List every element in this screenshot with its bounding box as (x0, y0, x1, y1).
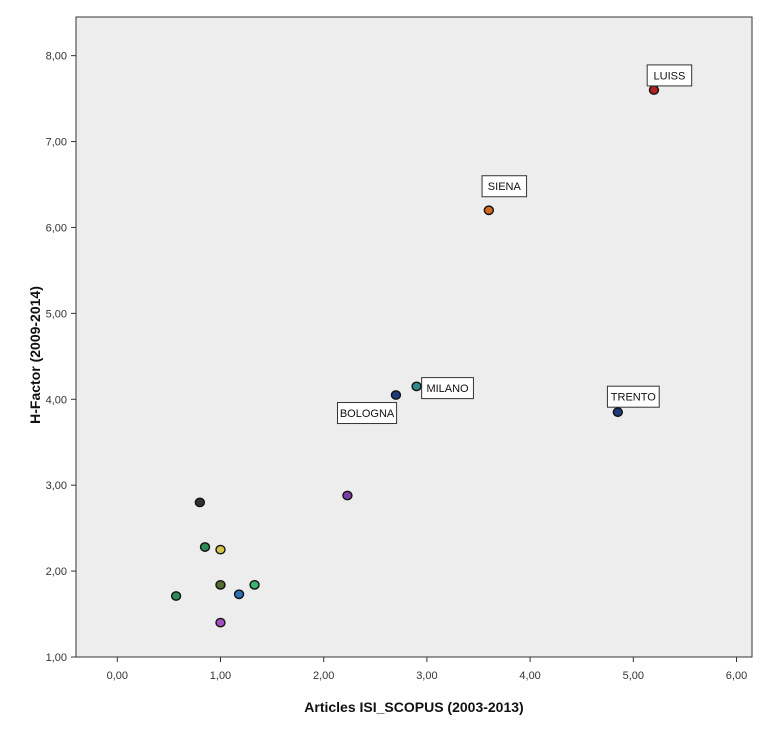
x-tick-label: 3,00 (416, 670, 437, 682)
annotation-bologna: BOLOGNA (336, 402, 398, 425)
data-points (170, 85, 660, 628)
y-tick-label: 3,00 (46, 480, 67, 492)
y-axis-title: H-Factor (2009-2014) (27, 286, 43, 424)
data-point-siena (483, 205, 495, 216)
data-point-luiss (648, 85, 660, 95)
annotation-trento: TRENTO (606, 385, 660, 408)
data-point (342, 490, 353, 501)
annotation-milano: MILANO (421, 377, 474, 400)
annotation-box (336, 402, 398, 425)
data-point (215, 579, 226, 590)
annotation-box (481, 175, 528, 198)
point-annotations: LUISS SIENA MILANO BOLOGNA TRENTO (336, 64, 693, 425)
annotation-box (646, 64, 693, 87)
data-point (233, 589, 245, 600)
annotation-text: SIENA (488, 181, 522, 193)
plot-area (75, 16, 753, 658)
y-tick-label: 1,00 (46, 652, 67, 664)
x-axis-title: Articles ISI_SCOPUS (2003-2013) (304, 699, 523, 715)
annotation-text: BOLOGNA (340, 408, 395, 420)
axis-ticks: 0,00 1,00 2,00 3,00 4,00 5,00 6,00 1,00 2,00 3,00… (46, 51, 748, 682)
data-point (215, 617, 226, 628)
data-point-trento (612, 407, 624, 418)
data-point (194, 497, 206, 508)
annotation-text: LUISS (654, 70, 686, 82)
y-tick-label: 6,00 (46, 222, 67, 234)
y-tick-label: 4,00 (46, 394, 67, 406)
annotation-box (421, 377, 474, 400)
data-point (215, 544, 226, 555)
x-tick-label: 6,00 (726, 670, 747, 682)
data-point-milano (411, 381, 422, 392)
x-tick-label: 1,00 (210, 670, 231, 682)
annotation-text: TRENTO (611, 392, 656, 404)
x-tick-label: 5,00 (623, 670, 644, 682)
x-tick-label: 0,00 (107, 670, 128, 682)
data-point-bologna (390, 390, 402, 400)
y-tick-label: 5,00 (46, 308, 67, 320)
annotation-siena: SIENA (481, 175, 528, 198)
annotation-luiss: LUISS (646, 64, 693, 87)
annotation-text: MILANO (426, 383, 469, 395)
annotation-box (606, 385, 660, 408)
x-tick-label: 2,00 (313, 670, 334, 682)
x-tick-label: 4,00 (519, 670, 540, 682)
y-tick-label: 8,00 (46, 51, 67, 63)
y-tick-label: 7,00 (46, 137, 67, 149)
y-tick-label: 2,00 (46, 566, 67, 578)
data-point (249, 579, 260, 590)
data-point (199, 542, 211, 552)
data-point (170, 591, 182, 601)
